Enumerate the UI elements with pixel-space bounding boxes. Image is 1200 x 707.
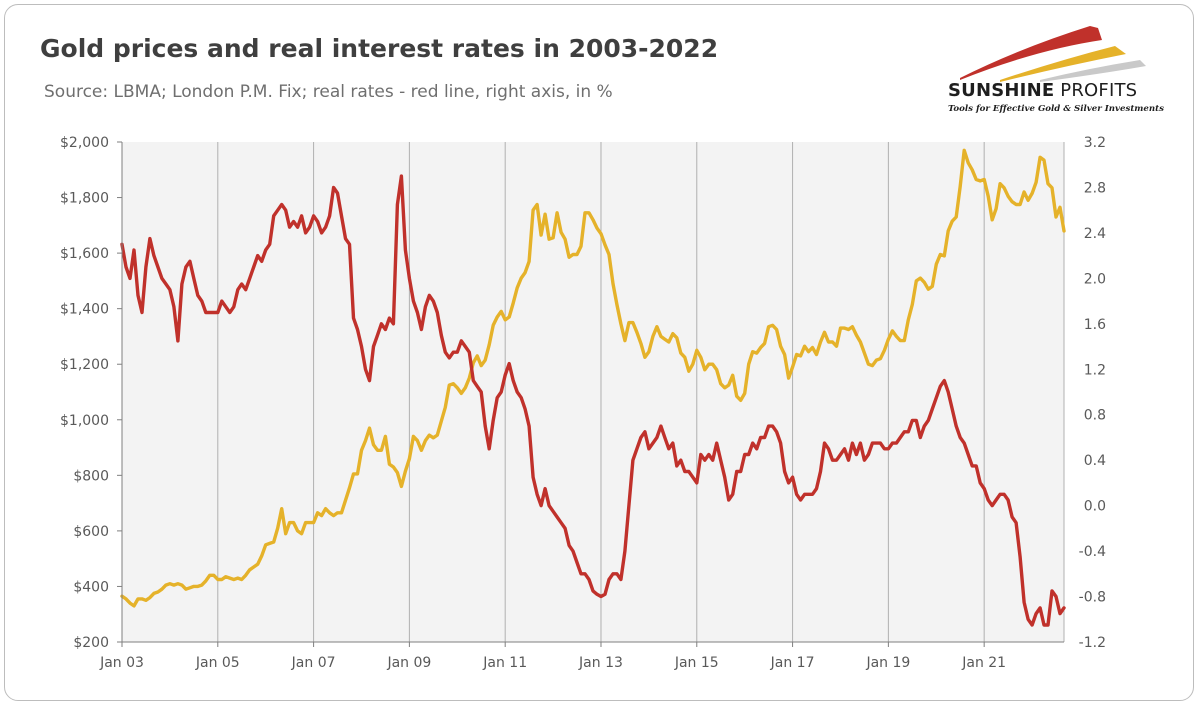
x-tick-label: Jan 19 [865,655,910,671]
logo-gold-swoosh [1000,46,1126,82]
y-left-tick-label: $2,000 [60,135,109,151]
logo-grey-swoosh [1040,60,1146,82]
chart-subtitle: Source: LBMA; London P.M. Fix; real rate… [44,82,613,102]
y-right-tick-label: -0.4 [1079,544,1106,560]
y-left-tick-label: $1,400 [60,302,109,318]
left-axis-ticks: $200 $400 $600 $800 $1,000 $1,200 $1,400 $1,600… [60,135,122,651]
x-tick-label: Jan 17 [770,655,815,671]
y-right-tick-label: 3.2 [1084,135,1106,151]
logo-name-light: PROFITS [1054,80,1138,101]
series-lines [120,148,1066,627]
grid-lines [217,142,1065,642]
logo-tagline: Tools for Effective Gold & Silver Invest… [948,104,1164,114]
y-right-tick-label: 2.4 [1084,226,1106,242]
y-right-tick-label: 1.2 [1084,362,1106,378]
y-left-tick-label: $800 [73,468,109,484]
x-tick-label: Jan 07 [291,655,336,671]
right-axis-ticks: -1.2 -0.8 -0.4 0.0 0.4 0.8 1.2 1.6 2.0 2.4 2.8 3.2 [1079,135,1106,651]
chart-title: Gold prices and real interest rates in 2… [40,34,719,63]
y-right-tick-label: 2.0 [1084,271,1106,287]
y-left-tick-label: $1,600 [60,246,109,262]
y-right-tick-label: -0.8 [1079,590,1106,606]
real-rates-line [120,174,1066,627]
logo-wordmark: SUNSHINE PROFITS [948,80,1137,101]
x-tick-label: Jan 09 [386,655,431,671]
y-left-tick-label: $1,000 [60,413,109,429]
x-tick-label: Jan 13 [578,655,623,671]
x-tick-label: Jan 03 [99,655,144,671]
y-right-tick-label: 0.8 [1084,408,1106,424]
x-tick-label: Jan 21 [961,655,1006,671]
y-right-tick-label: 2.8 [1084,180,1106,196]
x-axis-ticks: Jan 03 Jan 05 Jan 07 Jan 09 Jan 11 Jan 13 Jan … [99,642,1006,671]
x-tick-label: Jan 11 [482,655,527,671]
x-tick-label: Jan 15 [674,655,719,671]
y-left-tick-label: $600 [73,524,109,540]
y-right-tick-label: 0.4 [1084,453,1106,469]
y-left-tick-label: $200 [73,635,109,651]
y-left-tick-label: $1,200 [60,357,109,373]
sunshine-profits-logo-icon [960,26,1146,82]
y-right-tick-label: 1.6 [1084,317,1106,333]
logo-red-swoosh [960,26,1102,80]
y-right-tick-label: -1.2 [1079,635,1106,651]
x-tick-label: Jan 05 [195,655,240,671]
y-left-tick-label: $400 [73,579,109,595]
gold-price-line [120,148,1066,608]
y-left-tick-label: $1,800 [60,191,109,207]
plot-area [122,142,1064,642]
y-right-tick-label: 0.0 [1084,499,1106,515]
logo-name-bold: SUNSHINE [948,80,1055,101]
